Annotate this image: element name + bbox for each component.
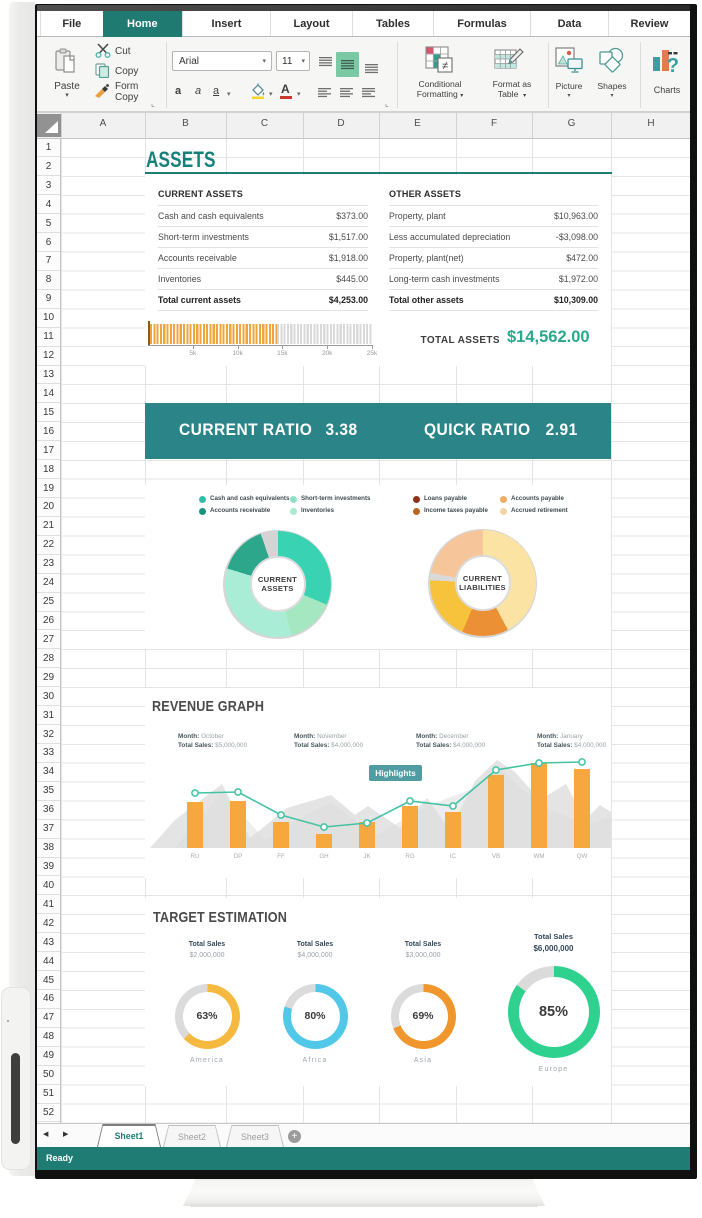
svg-text:QW: QW: [577, 853, 588, 860]
svg-text:WM: WM: [534, 853, 545, 860]
svg-text:IC: IC: [450, 853, 457, 860]
svg-text:RU: RU: [191, 853, 200, 860]
svg-text:≠: ≠: [442, 60, 448, 72]
svg-text:VB: VB: [492, 853, 500, 860]
svg-text:JK: JK: [363, 853, 371, 860]
svg-text:FF: FF: [277, 853, 285, 860]
svg-text:DP: DP: [234, 853, 243, 860]
svg-text:RG: RG: [405, 853, 414, 860]
svg-text:GH: GH: [319, 853, 328, 860]
svg-text:?: ?: [667, 55, 679, 77]
